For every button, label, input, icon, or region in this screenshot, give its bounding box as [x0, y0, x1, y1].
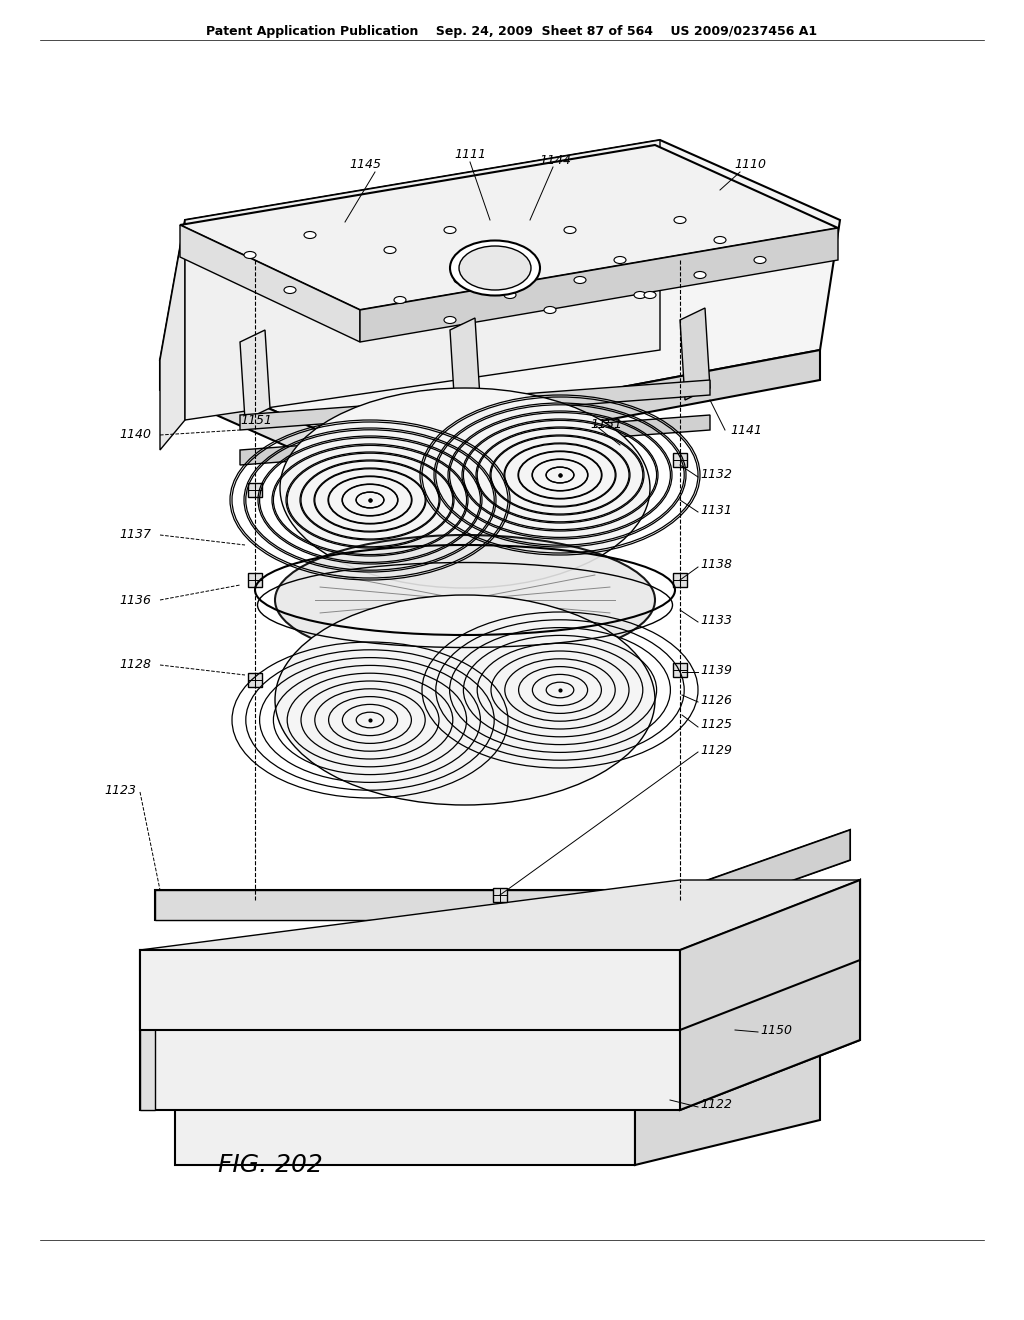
Polygon shape	[340, 350, 820, 470]
Polygon shape	[185, 140, 660, 420]
Ellipse shape	[694, 272, 706, 279]
Polygon shape	[160, 360, 340, 470]
Text: 1122: 1122	[700, 1098, 732, 1111]
Polygon shape	[240, 414, 710, 465]
Ellipse shape	[384, 247, 396, 253]
Polygon shape	[140, 950, 155, 1110]
Polygon shape	[680, 830, 850, 920]
Text: FIG. 202: FIG. 202	[218, 1152, 323, 1177]
Bar	[673, 573, 687, 587]
Ellipse shape	[514, 261, 526, 268]
Ellipse shape	[754, 256, 766, 264]
Polygon shape	[680, 880, 860, 1030]
Ellipse shape	[275, 595, 655, 805]
Text: 1151: 1151	[240, 413, 272, 426]
Ellipse shape	[304, 231, 316, 239]
Bar	[248, 673, 262, 686]
Bar	[493, 888, 507, 902]
Text: 1110: 1110	[734, 158, 766, 172]
Text: 1123: 1123	[104, 784, 136, 796]
Text: 1144: 1144	[539, 153, 571, 166]
Polygon shape	[680, 880, 860, 1110]
Polygon shape	[140, 880, 860, 1110]
Ellipse shape	[444, 227, 456, 234]
Text: 1129: 1129	[700, 743, 732, 756]
Polygon shape	[635, 1055, 820, 1166]
Ellipse shape	[674, 216, 686, 223]
Text: 1145: 1145	[349, 158, 381, 172]
Text: 1132: 1132	[700, 469, 732, 482]
Ellipse shape	[394, 297, 406, 304]
Text: 1151: 1151	[590, 418, 622, 432]
Polygon shape	[155, 890, 680, 920]
Polygon shape	[175, 1100, 635, 1166]
Bar	[248, 573, 262, 587]
Text: 1128: 1128	[119, 659, 151, 672]
Text: 1138: 1138	[700, 558, 732, 572]
Text: 1111: 1111	[454, 149, 486, 161]
Text: 1133: 1133	[700, 614, 732, 627]
Bar	[673, 663, 687, 677]
Text: 1131: 1131	[700, 503, 732, 516]
Ellipse shape	[280, 388, 650, 587]
Polygon shape	[450, 318, 480, 411]
Ellipse shape	[284, 286, 296, 293]
Text: 1126: 1126	[700, 693, 732, 706]
Ellipse shape	[504, 292, 516, 298]
Text: 1141: 1141	[730, 424, 762, 437]
Ellipse shape	[564, 227, 575, 234]
Ellipse shape	[275, 535, 655, 665]
Polygon shape	[180, 145, 838, 310]
Polygon shape	[175, 1030, 820, 1074]
Text: 1150: 1150	[760, 1023, 792, 1036]
Polygon shape	[360, 228, 838, 342]
Text: 1139: 1139	[700, 664, 732, 676]
Polygon shape	[160, 220, 185, 450]
Ellipse shape	[544, 306, 556, 314]
Ellipse shape	[574, 276, 586, 284]
Ellipse shape	[454, 276, 466, 284]
Ellipse shape	[614, 256, 626, 264]
Bar	[248, 483, 262, 498]
Ellipse shape	[644, 292, 656, 298]
Polygon shape	[175, 1055, 820, 1100]
Bar	[673, 453, 687, 467]
Polygon shape	[240, 380, 710, 430]
Text: 1137: 1137	[119, 528, 151, 541]
Text: Patent Application Publication    Sep. 24, 2009  Sheet 87 of 564    US 2009/0237: Patent Application Publication Sep. 24, …	[207, 25, 817, 38]
Polygon shape	[680, 308, 710, 400]
Ellipse shape	[450, 240, 540, 296]
Ellipse shape	[244, 252, 256, 259]
Polygon shape	[155, 830, 850, 920]
Ellipse shape	[714, 236, 726, 243]
Polygon shape	[635, 1030, 820, 1100]
Polygon shape	[240, 330, 270, 420]
Polygon shape	[180, 224, 360, 342]
Text: 1140: 1140	[119, 429, 151, 441]
Ellipse shape	[444, 317, 456, 323]
Text: 1136: 1136	[119, 594, 151, 606]
Ellipse shape	[634, 292, 646, 298]
Polygon shape	[140, 880, 860, 950]
Ellipse shape	[459, 246, 531, 290]
Text: 1125: 1125	[700, 718, 732, 731]
Polygon shape	[160, 140, 840, 440]
Polygon shape	[140, 950, 680, 1030]
Polygon shape	[175, 1074, 635, 1100]
